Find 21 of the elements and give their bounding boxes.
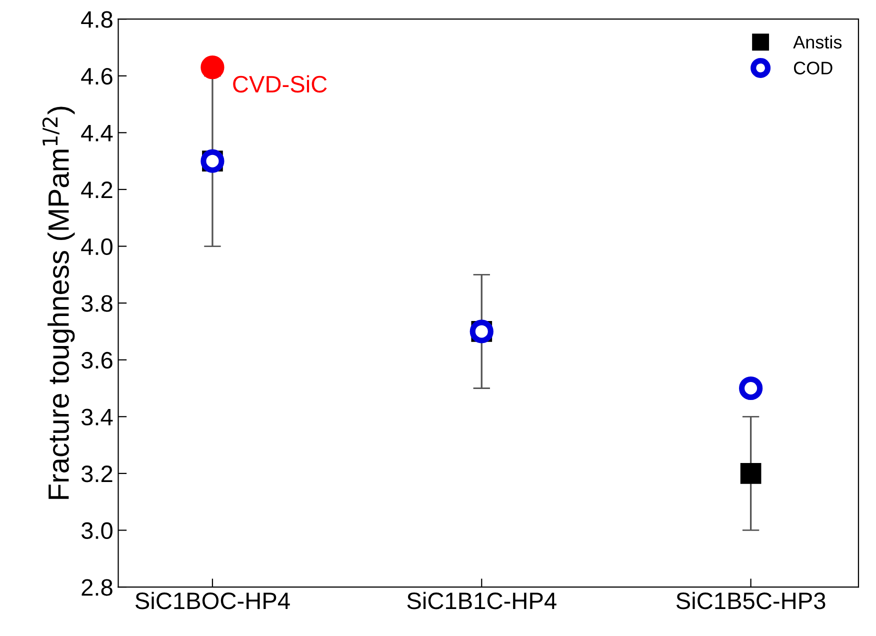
y-tick-label: 3.0 bbox=[81, 522, 112, 540]
y-axis-title: Fracture toughness (MPam$^{1/2}$) bbox=[42, 106, 75, 499]
y-tick-label: 3.2 bbox=[81, 466, 112, 482]
annotation: CVD-SiC bbox=[233, 75, 327, 93]
y-tick-label: 4.8 bbox=[81, 11, 112, 28]
y-tick-label: 3.8 bbox=[81, 295, 112, 312]
x-tick-label: SiC1BOC-HP4 bbox=[135, 592, 290, 610]
legend-label: COD bbox=[794, 62, 832, 74]
y-tick-label: 4.0 bbox=[81, 238, 112, 256]
legend-label: Anstis bbox=[793, 35, 842, 49]
y-tick-label: 4.2 bbox=[81, 182, 112, 198]
y-tick-label: 2.8 bbox=[82, 579, 112, 596]
y-tick-label: 3.6 bbox=[81, 352, 112, 369]
point bbox=[739, 376, 763, 400]
x-tick-label: SiC1B1C-HP4 bbox=[407, 592, 556, 610]
y-tick-label: 4.4 bbox=[81, 124, 113, 142]
x-tick-label: SiC1B5C-HP3 bbox=[676, 592, 826, 610]
y-tick-label: 4.6 bbox=[81, 68, 112, 85]
y-tick-label: 3.4 bbox=[81, 408, 113, 426]
point bbox=[740, 463, 762, 484]
point bbox=[200, 56, 224, 80]
